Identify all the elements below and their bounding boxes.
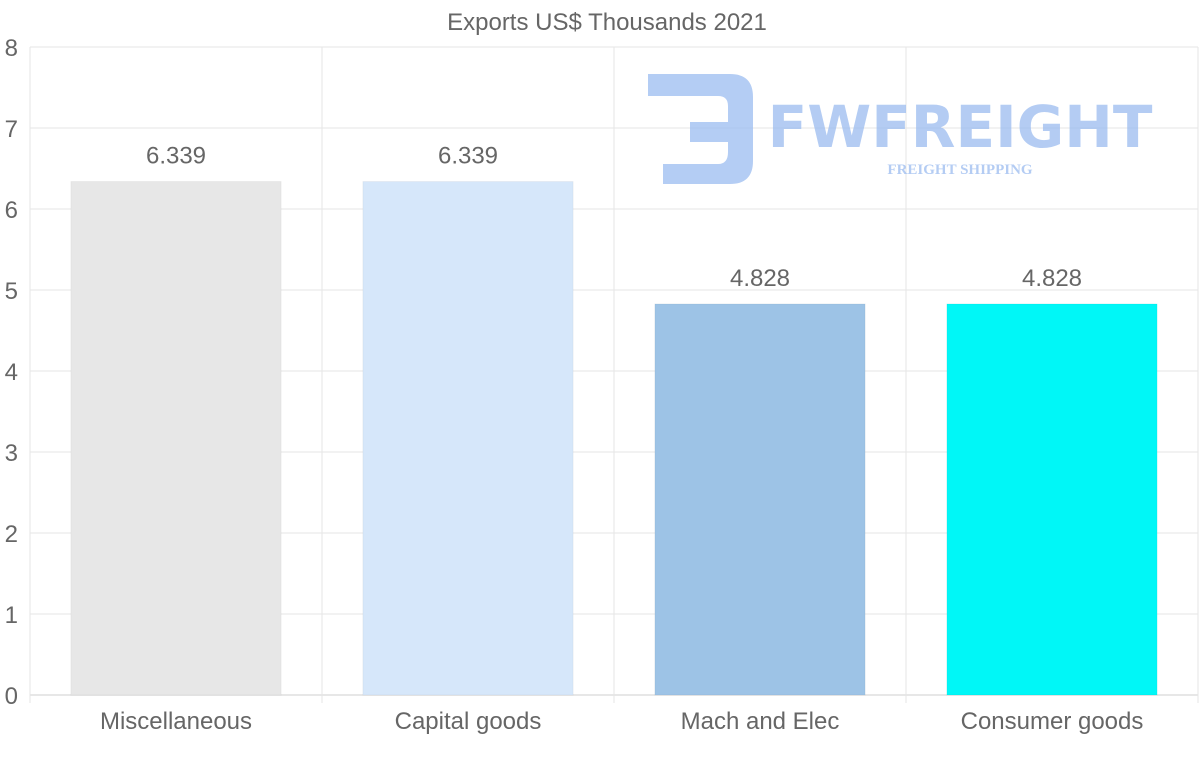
bar-value-label: 6.339 xyxy=(146,143,206,170)
bar-capital-goods[interactable] xyxy=(362,181,574,696)
y-tick-label: 2 xyxy=(5,521,18,548)
data-labels: 6.339 6.339 4.828 4.828 xyxy=(146,143,1082,292)
watermark-tagline: FREIGHT SHIPPING xyxy=(887,162,1032,178)
bar-consumer-goods[interactable] xyxy=(946,303,1158,696)
bar-value-label: 4.828 xyxy=(1022,265,1082,292)
bar-series xyxy=(70,181,1158,696)
y-tick-label: 1 xyxy=(5,602,18,629)
y-tick-label: 3 xyxy=(5,440,18,467)
y-tick-label: 6 xyxy=(5,197,18,224)
bar-value-label: 6.339 xyxy=(438,143,498,170)
y-tick-label: 5 xyxy=(5,278,18,305)
y-axis-labels: 0 1 2 3 4 5 6 7 8 xyxy=(5,35,18,710)
watermark-emblem-icon xyxy=(648,74,753,184)
y-tick-label: 4 xyxy=(5,359,18,386)
y-tick-label: 0 xyxy=(5,683,18,710)
watermark-brand: FWFREIGHT xyxy=(768,93,1153,161)
chart-title: Exports US$ Thousands 2021 xyxy=(447,9,767,36)
bar-mach-and-elec[interactable] xyxy=(654,303,866,696)
x-tick-label: Consumer goods xyxy=(961,708,1144,735)
y-tick-label: 8 xyxy=(5,35,18,62)
x-axis-labels: Miscellaneous Capital goods Mach and Elec C… xyxy=(100,708,1143,735)
x-tick-label: Capital goods xyxy=(395,708,542,735)
bar-miscellaneous[interactable] xyxy=(70,181,282,696)
watermark-logo: FWFREIGHT FREIGHT SHIPPING xyxy=(648,74,1153,184)
bar-value-label: 4.828 xyxy=(730,265,790,292)
x-tick-label: Miscellaneous xyxy=(100,708,252,735)
y-tick-label: 7 xyxy=(5,116,18,143)
x-tick-label: Mach and Elec xyxy=(681,708,840,735)
